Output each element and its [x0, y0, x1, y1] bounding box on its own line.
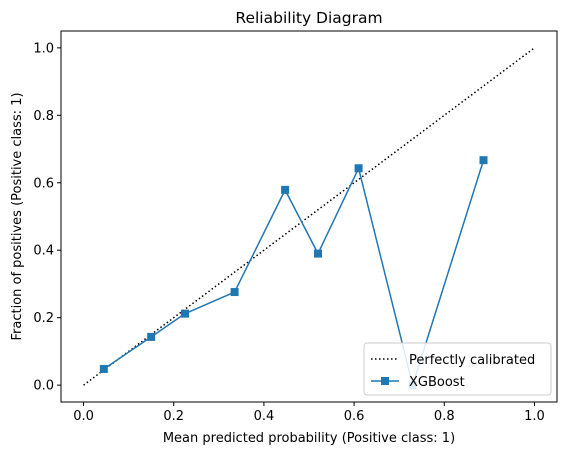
y-tick-label: 0.2 [33, 311, 54, 326]
legend-box [363, 342, 552, 396]
axes-frame [60, 30, 558, 403]
y-tick-label: 1.0 [33, 41, 54, 56]
x-tick-label: 0.2 [163, 409, 184, 424]
legend-marker-xgboost [381, 377, 389, 385]
perfectly-calibrated-line [83, 47, 535, 386]
x-tick-label: 0.4 [254, 409, 275, 424]
xgboost-point [230, 288, 239, 297]
legend-label-perfect: Perfectly calibrated [409, 353, 535, 368]
x-tick-label: 1.0 [524, 409, 545, 424]
axis-ticks: 0.0 0.2 0.4 0.6 0.8 1.0 0.0 0.2 0.4 0.6 0.8 1.0 [33, 41, 544, 424]
xgboost-point [99, 364, 108, 373]
xgboost-point [181, 309, 189, 318]
y-tick-label: 0.8 [33, 109, 54, 124]
xgboost-point [354, 164, 363, 173]
y-tick-label: 0.6 [33, 176, 54, 191]
legend: Perfectly calibrated XGBoost [363, 342, 552, 396]
x-tick-label: 0.8 [434, 409, 455, 424]
x-axis-label: Mean predicted probability (Positive cla… [163, 431, 455, 446]
y-tick-label: 0.4 [33, 244, 54, 259]
chart-title: Reliability Diagram [235, 9, 382, 27]
plot-area [83, 47, 535, 390]
xgboost-point [147, 332, 156, 341]
xgboost-point [314, 249, 323, 258]
xgboost-point [479, 156, 488, 165]
x-tick-label: 0.0 [73, 409, 94, 424]
y-tick-label: 0.0 [33, 379, 54, 394]
y-axis-label: Fraction of positives (Positive class: 1… [10, 92, 25, 340]
legend-label-xgboost: XGBoost [409, 375, 465, 390]
xgboost-point [281, 185, 290, 194]
x-tick-label: 0.6 [344, 409, 365, 424]
